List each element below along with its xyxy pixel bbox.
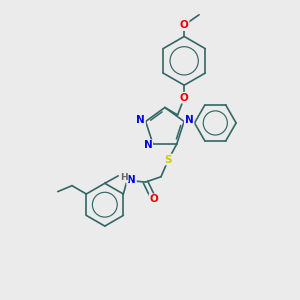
Text: N: N	[127, 175, 136, 185]
Text: N: N	[185, 115, 194, 125]
Text: N: N	[136, 115, 145, 125]
Text: H: H	[120, 173, 128, 182]
Text: O: O	[180, 20, 189, 30]
Text: N: N	[144, 140, 152, 150]
Text: O: O	[149, 194, 158, 204]
Text: S: S	[165, 154, 172, 164]
Text: O: O	[180, 93, 189, 103]
